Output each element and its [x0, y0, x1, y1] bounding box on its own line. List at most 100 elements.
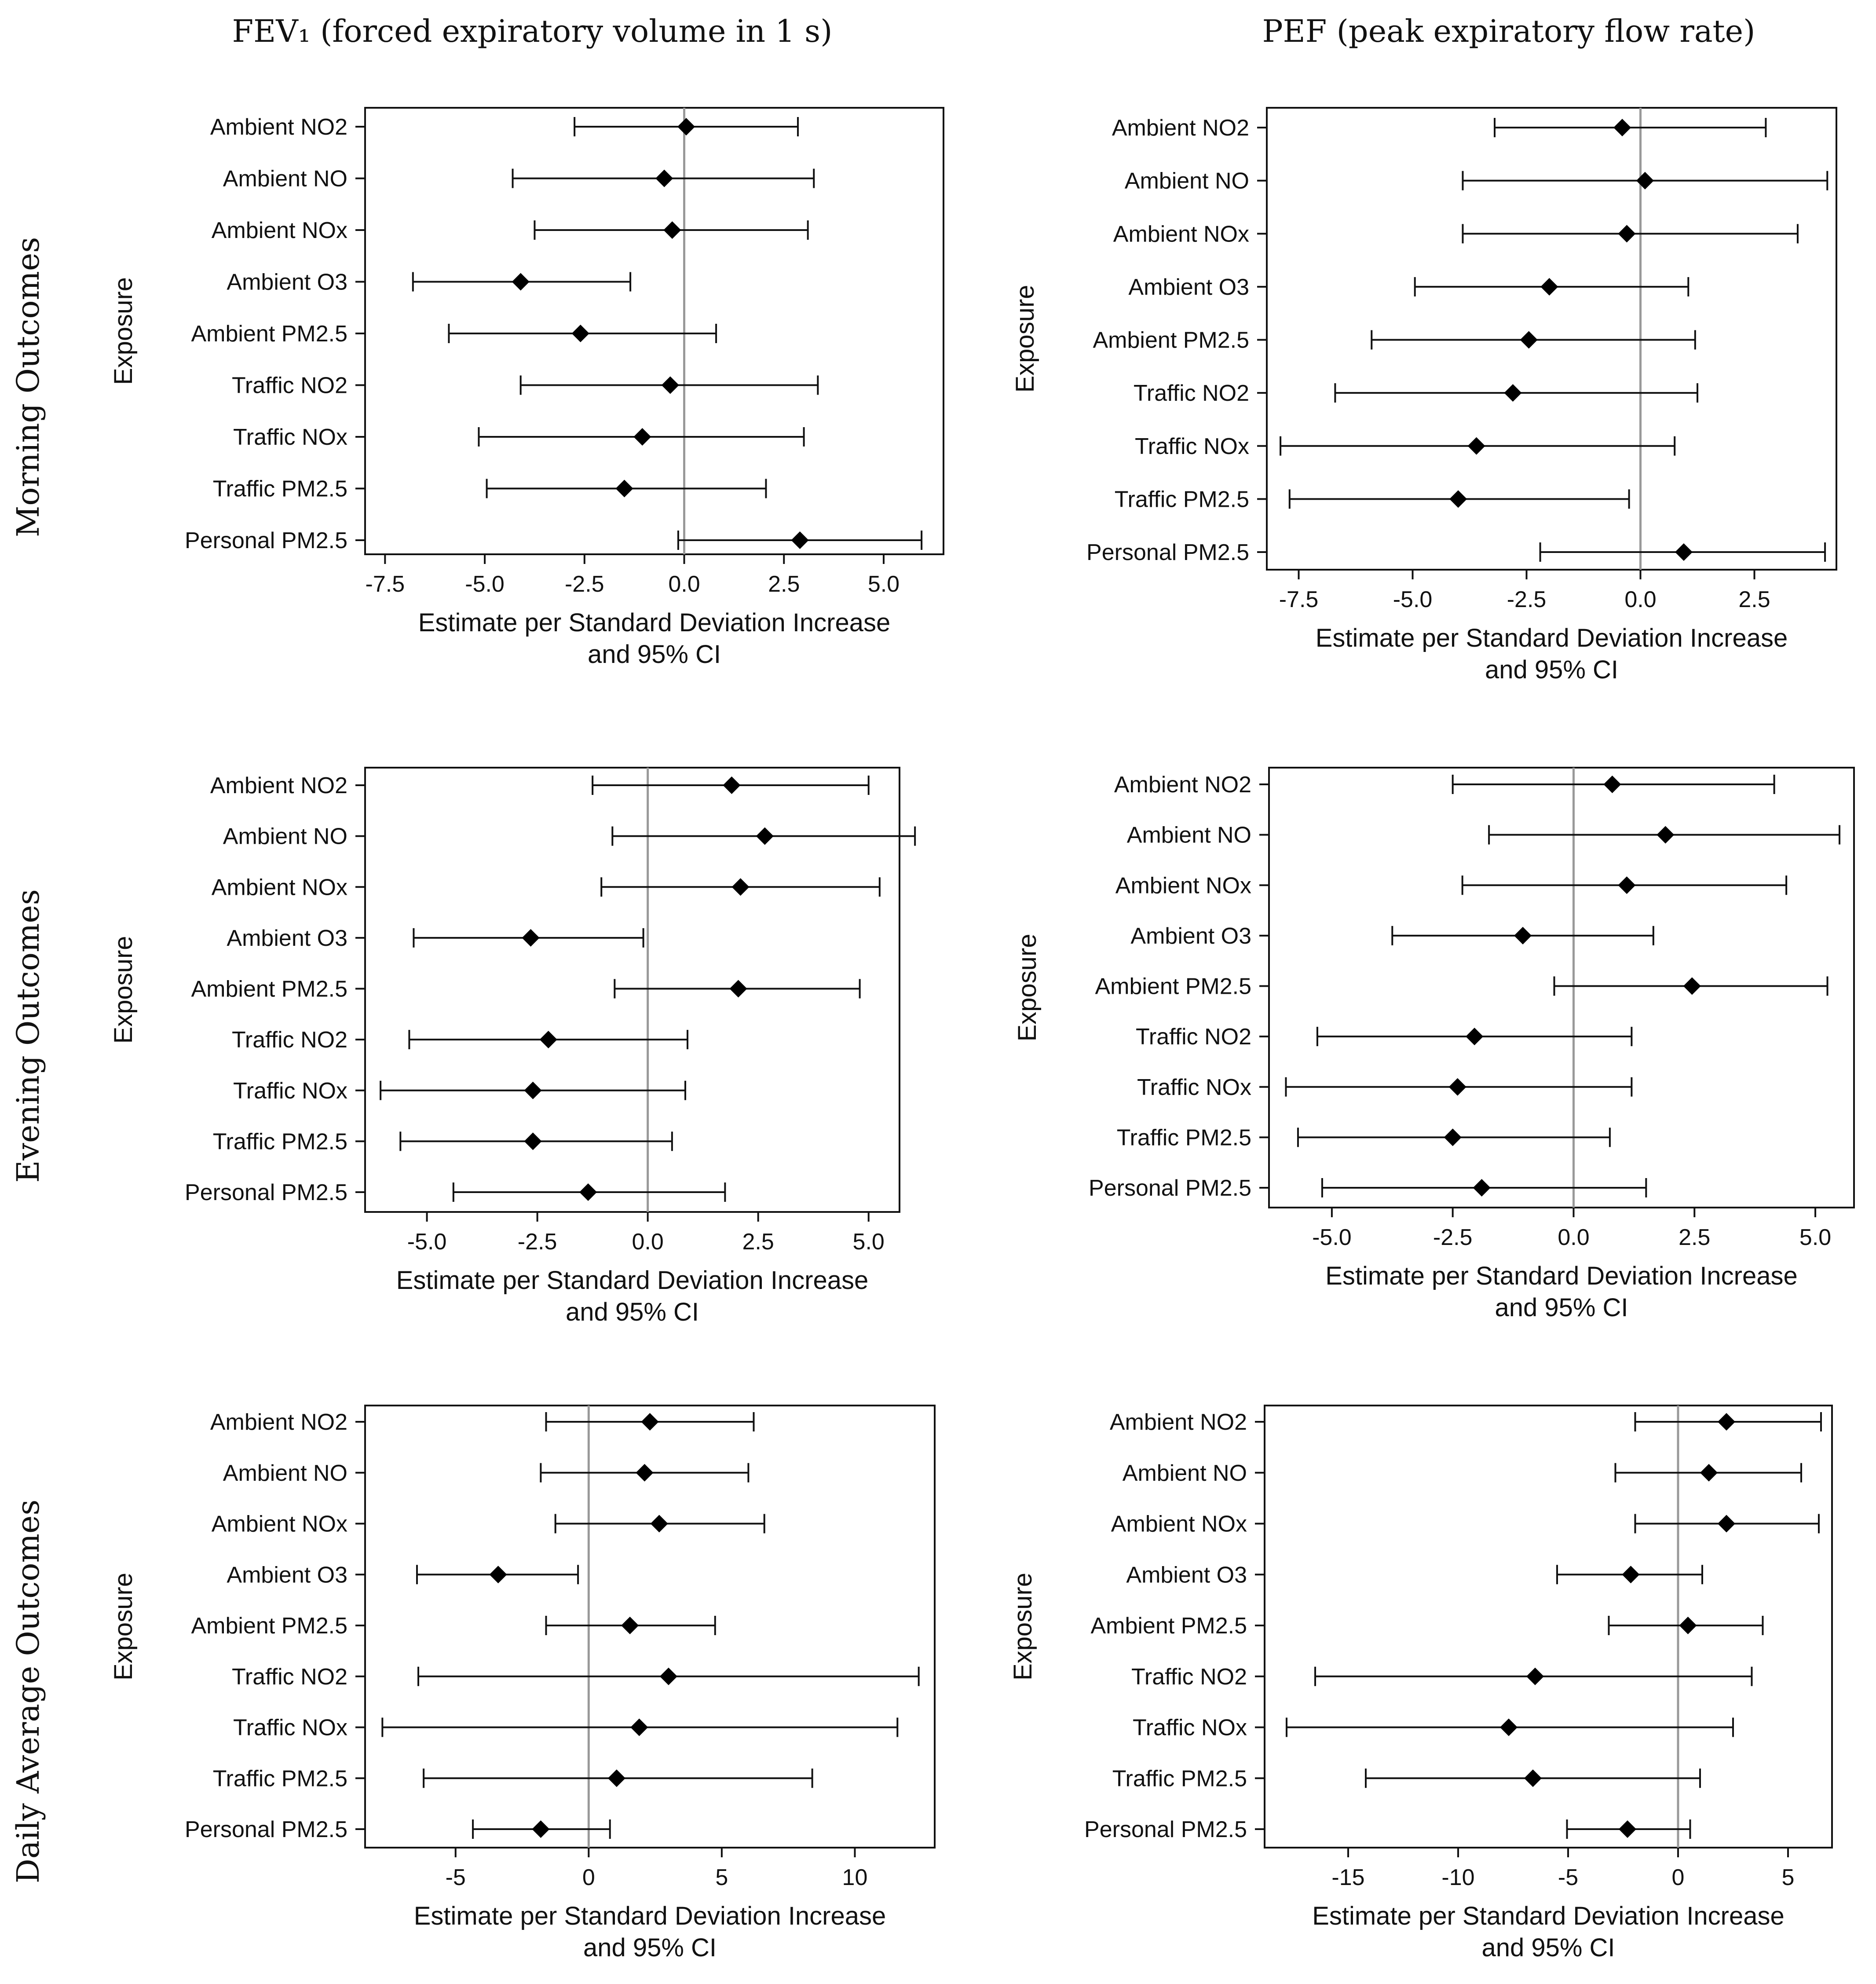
- estimate-diamond: [641, 1413, 659, 1431]
- estimate-diamond: [524, 1132, 542, 1150]
- row-title-daily-average: Daily Average Outcomes: [10, 1500, 46, 1883]
- category-label: Ambient NOx: [1111, 1512, 1247, 1537]
- category-label: Traffic NOx: [1133, 1715, 1247, 1741]
- x-tick-label: 0.0: [1624, 587, 1656, 612]
- row-title-morning: Morning Outcomes: [10, 237, 46, 538]
- estimate-diamond: [1500, 1718, 1518, 1736]
- y-axis-title: Exposure: [109, 936, 138, 1043]
- estimate-diamond: [1700, 1464, 1718, 1482]
- estimate-diamond: [1618, 876, 1636, 894]
- category-label: Personal PM2.5: [1084, 1817, 1247, 1842]
- category-label: Ambient O3: [227, 926, 347, 951]
- estimate-diamond: [1619, 1820, 1636, 1838]
- x-axis-title: and 95% CI: [1481, 1933, 1615, 1962]
- category-label: Ambient NO2: [1110, 1409, 1247, 1435]
- category-label: Ambient NO2: [210, 1409, 347, 1435]
- category-label: Ambient NO: [223, 166, 347, 192]
- category-label: Personal PM2.5: [185, 1180, 347, 1205]
- category-label: Ambient NO2: [210, 773, 347, 798]
- estimate-diamond: [1622, 1566, 1640, 1584]
- category-label: Ambient NOx: [212, 218, 347, 243]
- estimate-diamond: [522, 929, 540, 947]
- forest-panel-1: -7.5 -5.0 -2.5 0.0 2.5 Estimate per Standard …: [1011, 107, 1837, 684]
- x-tick-label: -7.5: [366, 571, 405, 597]
- panels-layer: -7.5 -5.0 -2.5 0.0 2.5 5.0 Estimate per Standa…: [109, 107, 1855, 1962]
- plot-frame: [364, 107, 944, 555]
- estimate-diamond: [579, 1183, 597, 1201]
- category-label: Traffic NO2: [232, 1664, 347, 1690]
- category-label: Traffic PM2.5: [213, 476, 347, 502]
- estimate-diamond: [489, 1566, 507, 1584]
- category-label: Ambient O3: [1128, 275, 1249, 300]
- x-tick-label: -5: [446, 1865, 466, 1890]
- x-tick-label: 0.0: [632, 1229, 663, 1255]
- x-tick-label: -10: [1441, 1865, 1474, 1890]
- category-label: Ambient NO: [223, 1461, 347, 1486]
- estimate-diamond: [630, 1718, 648, 1736]
- estimate-diamond: [512, 273, 530, 291]
- estimate-diamond: [1466, 1028, 1484, 1046]
- x-tick-label: 2.5: [1679, 1225, 1710, 1250]
- column-title-pef: PEF (peak expiratory flow rate): [1262, 13, 1755, 49]
- category-label: Traffic NOx: [233, 1715, 347, 1741]
- y-axis-title: Exposure: [1013, 933, 1042, 1041]
- x-axis-title: Estimate per Standard Deviation Increase: [1312, 1902, 1785, 1930]
- x-tick-label: -2.5: [1433, 1225, 1473, 1250]
- x-tick-label: -5.0: [1393, 587, 1433, 612]
- estimate-diamond: [1444, 1128, 1462, 1146]
- x-axis-title: Estimate per Standard Deviation Increase: [418, 608, 891, 637]
- category-label: Ambient NO2: [210, 114, 347, 140]
- category-label: Ambient NO2: [1112, 115, 1249, 141]
- category-label: Ambient PM2.5: [1091, 1613, 1247, 1639]
- estimate-diamond: [1683, 977, 1701, 995]
- estimate-diamond: [731, 878, 750, 896]
- category-label: Ambient O3: [227, 1562, 347, 1588]
- estimate-diamond: [655, 169, 673, 187]
- estimate-diamond: [1526, 1667, 1544, 1685]
- category-label: Personal PM2.5: [185, 528, 347, 553]
- x-tick-label: 2.5: [742, 1229, 774, 1255]
- x-tick-label: 5.0: [853, 1229, 885, 1255]
- y-axis-title: Exposure: [109, 1573, 138, 1680]
- category-label: Personal PM2.5: [1086, 540, 1249, 565]
- x-tick-label: 0: [582, 1865, 595, 1890]
- estimate-diamond: [571, 325, 589, 342]
- y-axis-title: Exposure: [1011, 285, 1039, 392]
- category-label: Ambient NOx: [212, 875, 347, 900]
- category-label: Traffic PM2.5: [1115, 487, 1249, 512]
- category-label: Ambient PM2.5: [191, 321, 348, 347]
- category-label: Traffic PM2.5: [1117, 1125, 1251, 1150]
- x-tick-label: 2.5: [1738, 587, 1770, 612]
- category-label: Ambient PM2.5: [191, 977, 348, 1002]
- x-axis-title: and 95% CI: [566, 1298, 699, 1326]
- category-label: Traffic NO2: [232, 1027, 347, 1053]
- forest-panel-4: -5 0 5 10 Estimate per Standard Deviation In…: [109, 1405, 936, 1962]
- category-label: Traffic NOx: [233, 425, 347, 450]
- estimate-diamond: [756, 827, 774, 845]
- estimate-diamond: [636, 1464, 654, 1482]
- category-label: Ambient PM2.5: [1095, 974, 1252, 999]
- category-label: Ambient O3: [227, 270, 347, 295]
- estimate-diamond: [1467, 437, 1485, 455]
- estimate-diamond: [723, 776, 741, 794]
- category-label: Traffic NO2: [1136, 1024, 1251, 1050]
- plot-frame: [1266, 107, 1837, 571]
- estimate-diamond: [1636, 172, 1654, 190]
- x-tick-label: 5.0: [868, 571, 900, 597]
- estimate-diamond: [1618, 225, 1636, 243]
- category-label: Ambient NO2: [1114, 772, 1251, 798]
- x-tick-label: 2.5: [768, 571, 800, 597]
- x-tick-label: 5: [715, 1865, 728, 1890]
- y-axis-title: Exposure: [1009, 1573, 1037, 1680]
- x-axis-title: and 95% CI: [1495, 1293, 1628, 1322]
- forest-panel-5: -15 -10 -5 0 5 Estimate per Standard Deviatio…: [1009, 1405, 1833, 1962]
- category-label: Traffic PM2.5: [1112, 1766, 1247, 1791]
- category-label: Ambient NO: [223, 824, 347, 849]
- category-label: Traffic NOx: [233, 1078, 347, 1104]
- x-tick-label: -15: [1331, 1865, 1364, 1890]
- category-label: Ambient NOx: [1115, 873, 1251, 898]
- x-tick-label: 0.0: [1558, 1225, 1589, 1250]
- x-axis-title: and 95% CI: [1485, 655, 1618, 684]
